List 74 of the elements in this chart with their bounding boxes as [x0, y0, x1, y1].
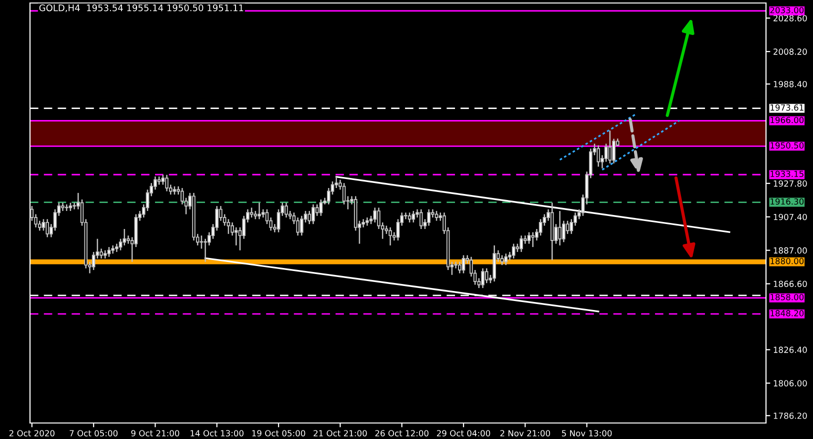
candlestick: [312, 204, 315, 225]
ref-line-label: 1933.15: [770, 170, 804, 178]
candlestick: [100, 248, 103, 260]
y-tick-label: 1866.60: [774, 280, 807, 288]
candlestick: [373, 207, 377, 224]
candlestick: [558, 210, 562, 246]
candlestick: [226, 218, 230, 235]
candlestick: [284, 202, 288, 218]
y-tick-label: 1907.40: [774, 214, 807, 220]
candlestick: [107, 246, 111, 258]
x-tick-label: 29 Oct 04:00: [436, 430, 490, 436]
y-tick-label: 2028.60: [774, 15, 807, 22]
ref-line-label: 1950.50: [770, 142, 804, 149]
candlestick: [481, 268, 484, 289]
candlestick: [458, 261, 462, 274]
candlestick: [342, 182, 346, 206]
candlestick: [308, 210, 312, 225]
ref-line-label: 1916.30: [770, 198, 804, 205]
candlestick: [419, 208, 423, 230]
y-tick-label: 1826.40: [774, 346, 807, 353]
candlestick: [258, 202, 261, 220]
y-tick-label: 1806.00: [774, 380, 807, 386]
candlestick: [250, 207, 254, 218]
candlestick: [296, 216, 300, 236]
candlestick: [512, 243, 516, 260]
x-tick-label: 14 Oct 13:00: [190, 430, 244, 436]
candlestick: [412, 210, 416, 224]
y-tick-label: 2008.20: [774, 48, 807, 55]
candlestick: [42, 218, 46, 232]
candlestick: [200, 234, 204, 250]
ref-line-label: 1973.61: [770, 104, 804, 111]
candlestick: [234, 226, 238, 246]
x-tick-label: 5 Nov 13:00: [562, 430, 612, 436]
chart-title: GOLD,H4 1953.54 1955.14 1950.50 1951.11: [39, 4, 244, 12]
candlestick: [427, 208, 430, 226]
candlestick: [434, 210, 438, 222]
ref-line-label: 1858.00: [770, 294, 804, 300]
candlestick: [462, 254, 466, 274]
x-tick-label: 2 Nov 21:00: [500, 430, 550, 436]
candlestick: [276, 208, 280, 233]
candlestick: [596, 144, 600, 168]
x-tick-label: 21 Oct 21:00: [314, 430, 367, 436]
x-tick-label: 2 Oct 2020: [9, 430, 54, 436]
candlestick: [300, 215, 304, 236]
candlestick: [46, 218, 49, 238]
y-tick-label: 1988.40: [774, 80, 807, 88]
candlestick: [500, 254, 504, 266]
ref-line-label: 1848.20: [770, 310, 804, 316]
x-tick-label: 7 Oct 05:00: [70, 430, 118, 436]
candlestick: [531, 232, 535, 248]
candlestick: [484, 268, 488, 284]
candlestick: [388, 226, 392, 246]
ref-line-label: 1966.00: [770, 116, 804, 124]
x-tick-label: 26 Oct 12:00: [375, 430, 428, 436]
x-tick-label: 19 Oct 05:00: [252, 430, 306, 436]
candlestick: [165, 174, 168, 192]
candlestick: [520, 234, 523, 253]
x-tick-label: 9 Oct 21:00: [131, 430, 180, 436]
candlestick: [608, 130, 612, 164]
candlestick: [72, 202, 76, 210]
candlestick: [538, 218, 542, 236]
y-tick-label: 1887.00: [774, 247, 807, 254]
candlestick: [161, 174, 165, 186]
candlestick: [92, 251, 96, 271]
candlestick: [408, 212, 412, 224]
candlestick: [122, 228, 126, 246]
candlestick: [118, 238, 122, 251]
candlestick: [319, 198, 323, 216]
candlestick: [527, 232, 531, 244]
candlestick: [504, 252, 508, 266]
y-tick-label: 1786.20: [774, 412, 807, 419]
ref-line-label: 2033.00: [770, 6, 804, 14]
ref-line-label: 1880.00: [770, 258, 804, 264]
y-tick-label: 1927.80: [774, 180, 807, 187]
